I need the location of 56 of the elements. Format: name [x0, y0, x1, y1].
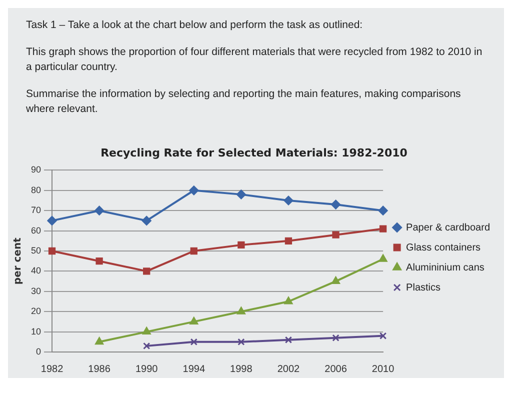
point [94, 206, 104, 216]
x-tick-label: 1990 [135, 364, 158, 375]
text: Task 1 – Take a look at the chart below and perform the task as outlined: [26, 18, 364, 33]
point [189, 186, 199, 196]
point [190, 247, 198, 255]
point [143, 268, 150, 275]
point [142, 216, 152, 226]
point [332, 276, 340, 284]
point [95, 337, 104, 345]
x-tick-label: 2006 [324, 364, 348, 375]
y-axis-title: per cent [12, 237, 24, 285]
point [142, 327, 151, 335]
x-tick-label: 1998 [230, 364, 253, 375]
chart-title: Recycling Rate for Selected Materials: 1982-2010 [100, 146, 408, 160]
y-tick-label: 40 [30, 266, 42, 276]
y-tick-label: 90 [30, 164, 42, 175]
legend-label: Glass containers [406, 242, 481, 254]
text: Summarise the information by selecting and reporting the main features, making comparisons where relevant. [26, 87, 462, 117]
point [379, 332, 387, 340]
y-tick-label: 80 [30, 184, 42, 195]
point [331, 200, 341, 210]
point [284, 336, 292, 344]
x-tick-label: 2010 [372, 364, 395, 375]
point [143, 342, 150, 350]
x-tick-label: 1982 [40, 364, 64, 375]
y-tick-label: 70 [30, 205, 42, 216]
point [190, 338, 198, 346]
point [47, 216, 57, 226]
x-tick-label: 1994 [182, 364, 206, 375]
point [96, 258, 103, 265]
y-tick-label: 30 [30, 286, 42, 296]
y-tick-label: 50 [30, 245, 42, 256]
text: This graph shows the proportion of four different materials that were recycled from 1982 to 2010 in a particular country. [26, 45, 484, 75]
point [332, 334, 340, 342]
y-tick-label: 10 [30, 326, 42, 336]
y-tick-label: 60 [30, 225, 42, 236]
point [378, 206, 388, 216]
x-tick-label: 2002 [277, 364, 300, 375]
y-tick-label: 20 [30, 306, 42, 316]
legend-label: Plastics [406, 282, 441, 294]
point [238, 241, 245, 249]
point [238, 338, 245, 346]
point [378, 254, 388, 262]
legend-label: Alumininium cans [406, 262, 484, 274]
y-tick-label: 0 [36, 346, 42, 356]
point [284, 296, 293, 304]
point [48, 247, 56, 255]
point [236, 190, 246, 200]
point [284, 237, 292, 244]
point [190, 316, 198, 324]
point [379, 225, 387, 232]
point [284, 196, 294, 206]
point [332, 231, 340, 238]
point [236, 306, 246, 314]
x-tick-label: 1986 [88, 364, 111, 375]
legend-label: Paper & cardboard [406, 222, 490, 234]
